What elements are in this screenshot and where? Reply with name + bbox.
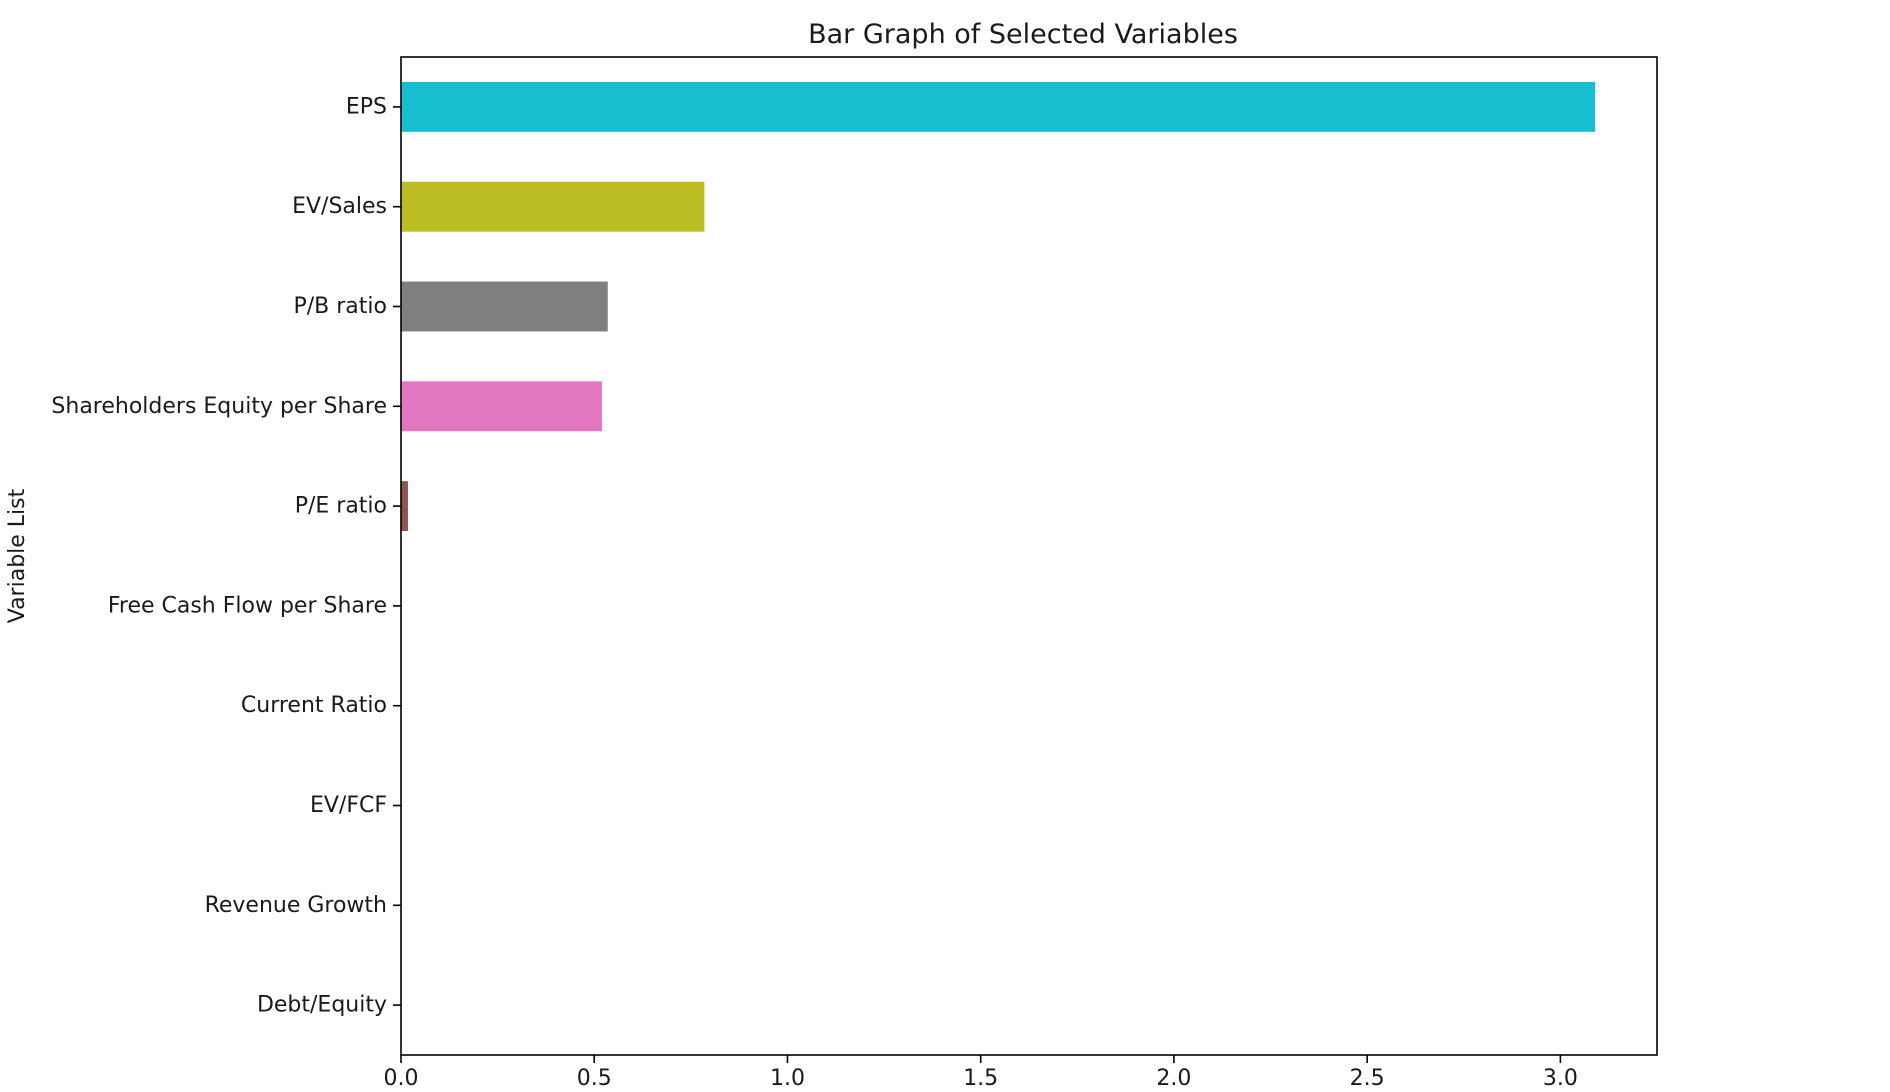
x-axis: 0.0 0.5 1.0 1.5 2.0 2.5 3.0 (384, 1055, 1578, 1091)
y-tick-label: Shareholders Equity per Share (51, 394, 387, 419)
x-tick-label: 2.5 (1350, 1066, 1385, 1091)
bar-1 (401, 181, 705, 232)
y-axis-label: Variable List (5, 488, 30, 623)
y-tick-label: Revenue Growth (205, 893, 387, 918)
y-tick-label: Free Cash Flow per Share (108, 593, 387, 618)
bar-3 (401, 381, 602, 432)
x-tick-label: 2.0 (1156, 1066, 1191, 1091)
y-axis: EPS EV/Sales P/B ratio Shareholders Equity … (51, 94, 401, 1018)
y-tick-label: EV/FCF (310, 793, 387, 818)
y-tick-label: EPS (346, 94, 387, 119)
x-tick-label: 0.0 (384, 1066, 419, 1091)
x-tick-label: 1.5 (963, 1066, 998, 1091)
y-tick-label: EV/Sales (292, 194, 387, 219)
bar-0 (401, 81, 1596, 132)
x-tick-label: 0.5 (577, 1066, 612, 1091)
bars-layer (401, 81, 1596, 532)
bar-2 (401, 281, 608, 332)
y-tick-label: P/E ratio (295, 494, 387, 519)
y-tick-label: Debt/Equity (257, 993, 387, 1018)
y-tick-label: P/B ratio (294, 294, 388, 319)
plot-frame (400, 56, 1658, 1056)
x-tick-label: 1.0 (770, 1066, 805, 1091)
y-tick-label: Current Ratio (241, 693, 387, 718)
bar-4 (401, 481, 408, 532)
x-tick-label: 3.0 (1543, 1066, 1578, 1091)
chart-title: Bar Graph of Selected Variables (808, 19, 1238, 50)
